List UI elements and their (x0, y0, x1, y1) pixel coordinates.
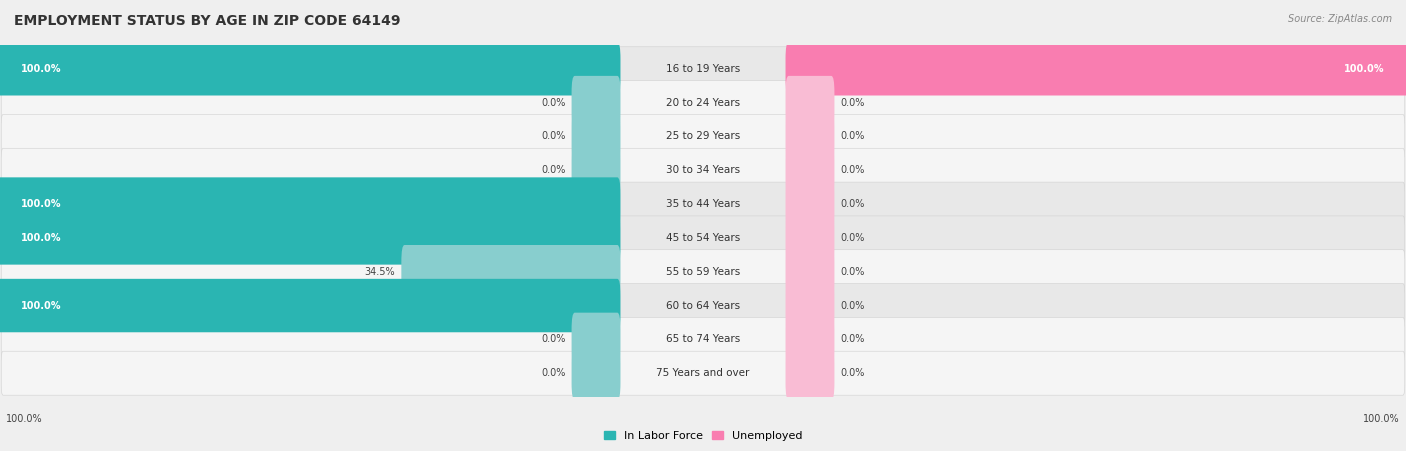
FancyBboxPatch shape (786, 143, 834, 197)
FancyBboxPatch shape (1, 148, 1405, 192)
FancyBboxPatch shape (572, 346, 620, 400)
Text: Source: ZipAtlas.com: Source: ZipAtlas.com (1288, 14, 1392, 23)
Text: 55 to 59 Years: 55 to 59 Years (666, 267, 740, 277)
FancyBboxPatch shape (786, 177, 834, 231)
Text: 100.0%: 100.0% (21, 64, 62, 74)
FancyBboxPatch shape (786, 279, 834, 332)
Text: 60 to 64 Years: 60 to 64 Years (666, 300, 740, 311)
Text: 0.0%: 0.0% (541, 368, 565, 378)
FancyBboxPatch shape (1, 250, 1405, 294)
Text: 100.0%: 100.0% (21, 233, 62, 243)
FancyBboxPatch shape (1, 216, 1405, 260)
Text: 0.0%: 0.0% (541, 131, 565, 142)
Text: 100.0%: 100.0% (21, 199, 62, 209)
Text: 20 to 24 Years: 20 to 24 Years (666, 97, 740, 108)
Text: 0.0%: 0.0% (841, 165, 865, 175)
Text: 65 to 74 Years: 65 to 74 Years (666, 334, 740, 345)
FancyBboxPatch shape (1, 351, 1405, 395)
FancyBboxPatch shape (786, 42, 1406, 96)
FancyBboxPatch shape (0, 177, 620, 231)
FancyBboxPatch shape (786, 313, 834, 366)
FancyBboxPatch shape (0, 42, 620, 96)
Text: 34.5%: 34.5% (364, 267, 395, 277)
Text: 16 to 19 Years: 16 to 19 Years (666, 64, 740, 74)
Text: 0.0%: 0.0% (841, 233, 865, 243)
Text: 0.0%: 0.0% (841, 199, 865, 209)
FancyBboxPatch shape (1, 115, 1405, 158)
FancyBboxPatch shape (1, 47, 1405, 91)
FancyBboxPatch shape (1, 81, 1405, 124)
FancyBboxPatch shape (1, 284, 1405, 327)
Text: 0.0%: 0.0% (541, 165, 565, 175)
FancyBboxPatch shape (786, 245, 834, 299)
FancyBboxPatch shape (572, 143, 620, 197)
Text: 0.0%: 0.0% (841, 368, 865, 378)
Text: 45 to 54 Years: 45 to 54 Years (666, 233, 740, 243)
Text: 0.0%: 0.0% (841, 334, 865, 345)
FancyBboxPatch shape (572, 76, 620, 129)
FancyBboxPatch shape (1, 318, 1405, 361)
Text: 100.0%: 100.0% (6, 414, 42, 424)
Text: 0.0%: 0.0% (841, 267, 865, 277)
Text: 100.0%: 100.0% (21, 300, 62, 311)
FancyBboxPatch shape (786, 346, 834, 400)
FancyBboxPatch shape (786, 76, 834, 129)
Text: 0.0%: 0.0% (841, 300, 865, 311)
Text: 35 to 44 Years: 35 to 44 Years (666, 199, 740, 209)
Text: 0.0%: 0.0% (541, 334, 565, 345)
Text: 0.0%: 0.0% (841, 97, 865, 108)
Text: 75 Years and over: 75 Years and over (657, 368, 749, 378)
Text: 0.0%: 0.0% (541, 97, 565, 108)
FancyBboxPatch shape (0, 211, 620, 265)
FancyBboxPatch shape (0, 279, 620, 332)
FancyBboxPatch shape (786, 110, 834, 163)
Legend: In Labor Force, Unemployed: In Labor Force, Unemployed (599, 427, 807, 446)
Text: 30 to 34 Years: 30 to 34 Years (666, 165, 740, 175)
Text: EMPLOYMENT STATUS BY AGE IN ZIP CODE 64149: EMPLOYMENT STATUS BY AGE IN ZIP CODE 641… (14, 14, 401, 28)
Text: 0.0%: 0.0% (841, 131, 865, 142)
Text: 100.0%: 100.0% (1364, 414, 1400, 424)
Text: 25 to 29 Years: 25 to 29 Years (666, 131, 740, 142)
FancyBboxPatch shape (1, 182, 1405, 226)
FancyBboxPatch shape (572, 110, 620, 163)
FancyBboxPatch shape (401, 245, 620, 299)
FancyBboxPatch shape (572, 313, 620, 366)
Text: 100.0%: 100.0% (1344, 64, 1385, 74)
FancyBboxPatch shape (786, 211, 834, 265)
